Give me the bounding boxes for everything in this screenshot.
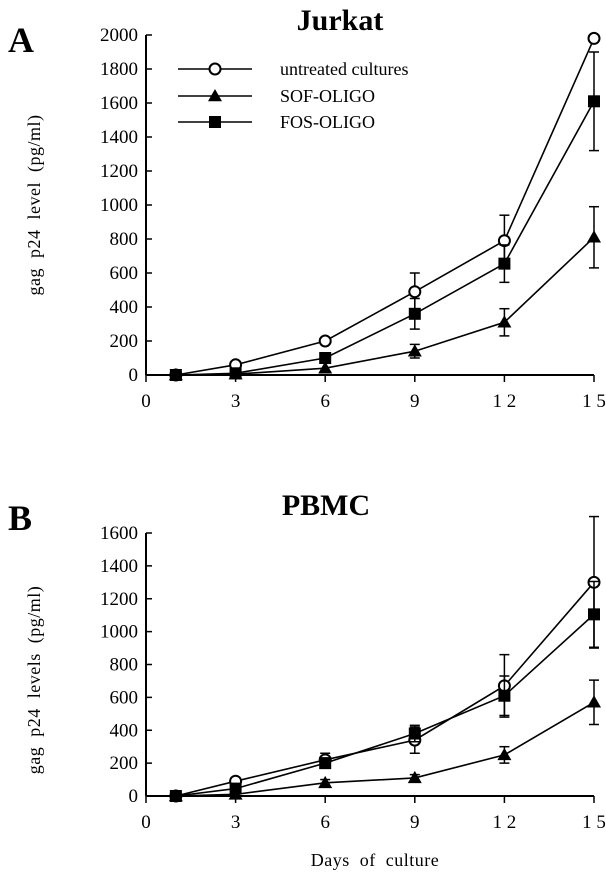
y-tick-label: 800: [110, 655, 139, 676]
series-line: [175, 38, 595, 376]
chart-title: PBMC: [282, 489, 370, 522]
x-tick-label: 1 2: [493, 812, 517, 833]
data-point-square: [229, 367, 242, 380]
y-tick-label: 200: [110, 331, 139, 352]
y-tick-label: 2000: [100, 25, 138, 46]
chart-panel-a: A Jurkat 0 200 400 600 800 1000 1200 1400 1600 1800…: [8, 4, 606, 412]
x-tick-label: 9: [410, 391, 420, 412]
panel-letter: A: [8, 20, 34, 60]
x-axis-title: Days of culture: [311, 850, 439, 870]
data-point-square: [209, 116, 221, 128]
series-line: [175, 581, 595, 797]
data-point-square: [229, 782, 242, 795]
chart-title: Jurkat: [297, 4, 384, 37]
y-tick-label: 400: [110, 720, 139, 741]
data-point-triangle: [587, 695, 601, 708]
y-tick-label: 200: [110, 753, 139, 774]
data-point-square: [498, 257, 511, 270]
data-point-square: [498, 689, 511, 702]
y-axis-title: gag p24 level (pg/ml): [24, 115, 45, 296]
y-tick-label: 1800: [100, 59, 138, 80]
series-line: [175, 613, 595, 797]
panel-letter: B: [8, 498, 32, 538]
data-point-square: [169, 790, 182, 802]
data-point-circle: [208, 62, 222, 76]
series-line: [175, 236, 595, 376]
y-tick-label: 600: [110, 263, 139, 284]
y-tick-label: 1000: [100, 195, 138, 216]
legend-label: FOS-OLIGO: [280, 112, 375, 132]
y-tick-label: 1200: [100, 589, 138, 610]
series-circle: [169, 515, 601, 803]
chart-panel-b: B PBMC 0 200 400 600 800 1000 1200 1400 1600 0 3 6 9 1 …: [8, 489, 606, 870]
data-point-square: [169, 369, 182, 381]
data-point-circle: [408, 285, 422, 299]
y-tick-label: 600: [110, 687, 139, 708]
data-point-square: [319, 757, 332, 770]
data-point-triangle: [497, 747, 512, 761]
y-tick-label: 1000: [100, 622, 138, 643]
legend-label: untreated cultures: [280, 59, 408, 79]
data-point-square: [408, 307, 421, 320]
series-square: [169, 51, 600, 381]
y-tick-label: 1600: [100, 523, 138, 544]
series-line: [175, 100, 595, 376]
y-tick-label: 800: [110, 229, 139, 250]
x-tick-label: 0: [141, 812, 151, 833]
data-point-circle: [318, 334, 332, 348]
data-point-circle: [587, 31, 601, 45]
data-point-square: [588, 95, 600, 108]
data-point-triangle: [208, 89, 222, 102]
x-tick-label: 6: [320, 812, 330, 833]
data-point-square: [408, 727, 421, 740]
x-tick-label: 1 2: [493, 391, 517, 412]
data-point-triangle: [318, 775, 333, 789]
series-line: [175, 701, 595, 797]
data-point-triangle: [587, 230, 601, 243]
series-triangle: [168, 205, 601, 381]
y-tick-label: 1400: [100, 127, 138, 148]
y-tick-label: 1200: [100, 161, 138, 182]
y-tick-label: 0: [129, 365, 139, 386]
y-axis-title: gag p24 levels (pg/ml): [24, 586, 45, 774]
data-point-triangle: [318, 361, 333, 374]
x-tick-label: 1 5: [582, 812, 606, 833]
data-point-triangle: [497, 315, 512, 328]
y-tick-label: 400: [110, 297, 139, 318]
series-square: [169, 580, 600, 802]
y-tick-label: 1400: [100, 556, 138, 577]
y-tick-label: 1600: [100, 93, 138, 114]
legend: untreated cultures SOF-OLIGO FOS-OLIGO: [178, 59, 408, 132]
legend-label: SOF-OLIGO: [280, 86, 375, 106]
data-point-triangle: [407, 770, 422, 784]
x-tick-label: 6: [320, 391, 330, 412]
x-tick-label: 9: [410, 812, 420, 833]
x-tick-label: 3: [231, 812, 241, 833]
y-tick-label: 0: [129, 786, 139, 807]
x-tick-label: 3: [231, 391, 241, 412]
data-point-square: [588, 608, 600, 621]
x-tick-label: 0: [141, 391, 151, 412]
data-point-square: [319, 352, 332, 364]
data-point-triangle: [407, 344, 422, 357]
x-tick-label: 1 5: [582, 391, 606, 412]
